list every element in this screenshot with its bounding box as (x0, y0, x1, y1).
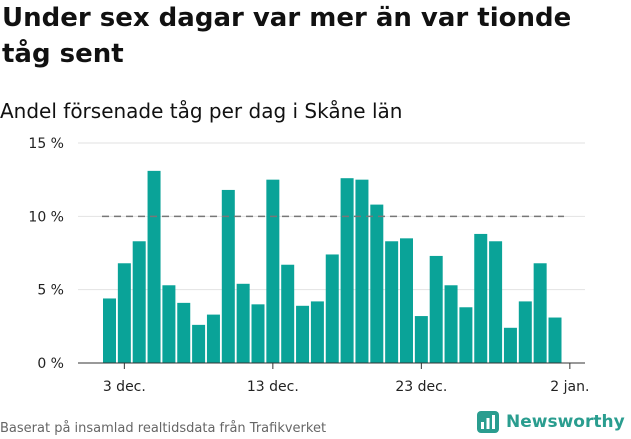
bar (206, 314, 220, 363)
y-tick-label: 5 % (37, 283, 64, 299)
bar (429, 255, 443, 363)
bar (533, 263, 547, 363)
y-tick-label: 10 % (28, 209, 64, 225)
x-tick-label: 2 jan. (550, 379, 589, 395)
bar (370, 204, 384, 363)
bar (325, 254, 339, 363)
bar (489, 241, 503, 363)
newsworthy-logo-icon (477, 411, 499, 433)
bar (310, 301, 324, 363)
brand-name: Newsworthy (506, 412, 625, 432)
chart-subtitle: Andel försenade tåg per dag i Skåne län (0, 99, 403, 123)
bar (251, 304, 265, 363)
x-tick-label: 23 dec. (395, 379, 447, 395)
bar (548, 317, 562, 363)
chart-title: Under sex dagar var mer än var tionde tå… (2, 3, 572, 69)
bar (400, 238, 413, 363)
bar (177, 302, 191, 363)
bar (236, 283, 250, 363)
bar (117, 263, 131, 363)
bar (162, 285, 176, 363)
bar (296, 305, 310, 363)
bar (385, 241, 399, 363)
bar (103, 298, 116, 363)
bars (103, 170, 562, 363)
x-tick-label: 3 dec. (103, 379, 146, 395)
bar (518, 301, 532, 363)
bar (503, 327, 517, 363)
bar (444, 285, 458, 363)
axes: 0 % 5 % 10 % 15 % 3 dec. 13 dec. 23 dec. 2 jan. (28, 136, 589, 395)
x-tick-label: 13 dec. (247, 379, 299, 395)
bar (266, 179, 280, 363)
bar (414, 316, 428, 363)
bar (474, 233, 488, 363)
source-note: Baserat på insamlad realtidsdata från Tr… (0, 421, 327, 436)
bar (459, 307, 473, 363)
bar (340, 178, 354, 363)
y-tick-label: 15 % (28, 136, 64, 152)
brand-logo: Newsworthy (476, 407, 625, 437)
bar (221, 189, 235, 363)
bar (281, 264, 295, 363)
bar (147, 170, 161, 363)
bar (355, 179, 369, 363)
bar (132, 241, 146, 363)
bar (192, 324, 206, 363)
y-tick-label: 0 % (37, 356, 64, 372)
